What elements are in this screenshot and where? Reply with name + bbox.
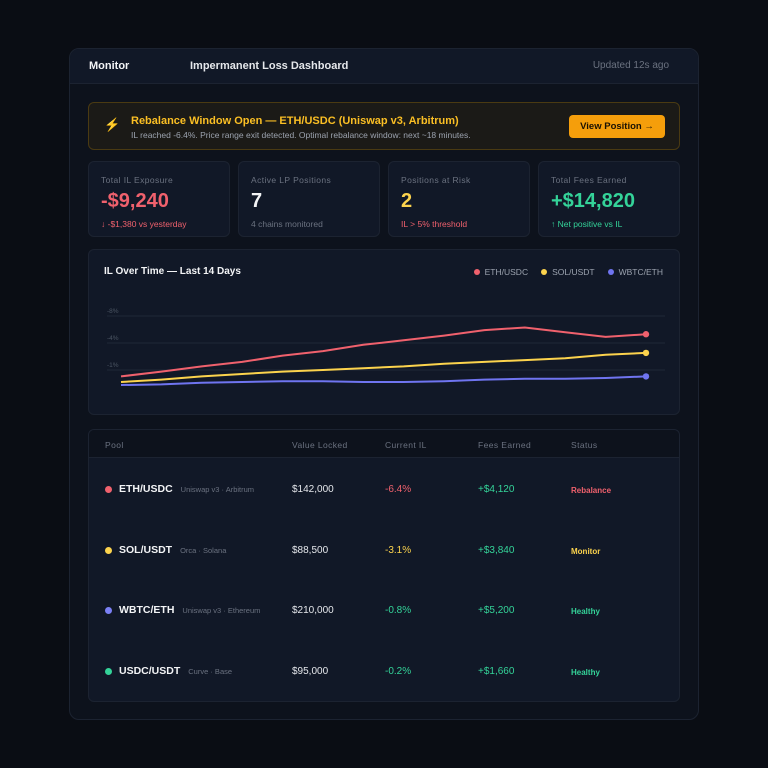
column-header[interactable]: Current IL bbox=[385, 440, 427, 450]
series-end-point bbox=[642, 331, 650, 338]
fees-earned: +$1,660 bbox=[478, 665, 515, 677]
table-header: Pool Value Locked Current IL Fees Earned Sta… bbox=[89, 430, 679, 458]
column-header[interactable]: Value Locked bbox=[292, 440, 348, 450]
series-line bbox=[120, 326, 647, 378]
pool-name: ETH/USDC Uniswap v3 · Arbitrum bbox=[119, 483, 254, 495]
series-line bbox=[120, 375, 647, 387]
column-header[interactable]: Fees Earned bbox=[478, 440, 532, 450]
kpi-card: Active LP Positions 7 4 chains monitored bbox=[238, 161, 380, 237]
alert-subtitle: IL reached -6.4%. Price range exit detec… bbox=[131, 130, 471, 140]
kpi-value: +$14,820 bbox=[551, 190, 635, 212]
legend-label: WBTC/ETH bbox=[618, 267, 663, 277]
pool-platform: Uniswap v3 · Arbitrum bbox=[180, 485, 255, 494]
updated-timestamp: Updated 12s ago bbox=[592, 60, 669, 71]
table-row[interactable]: USDC/USDT Curve · Base $95,000 -0.2% +$1,… bbox=[89, 642, 679, 702]
view-position-button[interactable]: View Position → bbox=[569, 115, 665, 138]
table-row[interactable]: WBTC/ETH Uniswap v3 · Ethereum $210,000 -… bbox=[89, 581, 679, 641]
pool-pair: USDC/USDT bbox=[119, 664, 181, 677]
pool-pair: WBTC/ETH bbox=[119, 604, 175, 616]
pool-platform: Curve · Base bbox=[188, 666, 233, 676]
pool-name: WBTC/ETH Uniswap v3 · Ethereum bbox=[119, 604, 260, 616]
pool-platform: Orca · Solana bbox=[180, 545, 227, 555]
table-row[interactable]: ETH/USDC Uniswap v3 · Arbitrum $142,000 -… bbox=[89, 460, 679, 520]
legend-dot bbox=[607, 269, 614, 275]
page-title: Impermanent Loss Dashboard bbox=[190, 60, 349, 72]
y-tick-label: -8% bbox=[107, 308, 119, 315]
pool-name: USDC/USDT Curve · Base bbox=[119, 665, 232, 677]
chart-plot: -8% -4% -1% bbox=[107, 308, 665, 387]
pool-color-dot bbox=[105, 607, 112, 614]
value-locked: $210,000 bbox=[292, 605, 334, 616]
pool-pair: SOL/USDT bbox=[119, 543, 173, 556]
pool-color-dot bbox=[105, 546, 112, 554]
chart-legend: ETH/USDC SOL/USDT WBTC/ETH bbox=[473, 267, 663, 277]
kpi-value: 2 bbox=[401, 190, 413, 212]
brand: Monitor bbox=[89, 60, 130, 72]
legend-item: SOL/USDT bbox=[541, 267, 595, 277]
series-line bbox=[120, 351, 647, 383]
current-il: -6.4% bbox=[385, 484, 412, 495]
pool-name: SOL/USDT Orca · Solana bbox=[119, 544, 226, 556]
kpi-value: 7 bbox=[251, 190, 263, 212]
current-il: -3.1% bbox=[385, 544, 412, 556]
legend-dot bbox=[473, 269, 480, 275]
kpi-card: Positions at Risk 2 IL > 5% threshold bbox=[388, 161, 530, 237]
y-tick-label: -1% bbox=[107, 362, 119, 369]
fees-earned: +$3,840 bbox=[478, 544, 515, 556]
il-chart: IL Over Time — Last 14 Days ETH/USDC SOL/… bbox=[88, 249, 680, 415]
chart-title: IL Over Time — Last 14 Days bbox=[104, 266, 241, 277]
lightning-icon: ⚡ bbox=[104, 117, 121, 132]
kpi-card: Total Fees Earned +$14,820 ↑ Net positiv… bbox=[538, 161, 680, 237]
kpi-note: ↓ -$1,380 vs yesterday bbox=[101, 219, 187, 229]
fees-earned: +$4,120 bbox=[478, 484, 515, 495]
column-header[interactable]: Status bbox=[571, 440, 598, 450]
column-header[interactable]: Pool bbox=[105, 440, 124, 450]
kpi-note: IL > 5% threshold bbox=[401, 219, 468, 229]
legend-dot bbox=[541, 269, 548, 275]
y-tick-label: -4% bbox=[107, 335, 119, 342]
pool-color-dot bbox=[105, 486, 112, 493]
legend-item: WBTC/ETH bbox=[607, 267, 663, 277]
status-badge: Healthy bbox=[571, 607, 600, 616]
pool-color-dot bbox=[105, 667, 112, 675]
kpi-note: 4 chains monitored bbox=[251, 219, 323, 229]
series-end-point bbox=[642, 373, 650, 380]
current-il: -0.2% bbox=[385, 665, 412, 677]
kpi-label: Total IL Exposure bbox=[101, 175, 174, 185]
rebalance-alert: ⚡ Rebalance Window Open — ETH/USDC (Unis… bbox=[88, 102, 680, 150]
table-row[interactable]: SOL/USDT Orca · Solana $88,500 -3.1% +$3,… bbox=[89, 521, 679, 581]
kpi-label: Total Fees Earned bbox=[551, 175, 627, 185]
kpi-card: Total IL Exposure -$9,240 ↓ -$1,380 vs y… bbox=[88, 161, 230, 237]
kpi-note: ↑ Net positive vs IL bbox=[551, 219, 623, 229]
legend-item: ETH/USDC bbox=[473, 267, 529, 277]
value-locked: $142,000 bbox=[292, 484, 334, 495]
alert-title: Rebalance Window Open — ETH/USDC (Uniswa… bbox=[131, 115, 459, 127]
value-locked: $88,500 bbox=[292, 544, 329, 556]
status-badge: Monitor bbox=[571, 546, 601, 556]
header: Monitor Impermanent Loss Dashboard Updat… bbox=[70, 49, 698, 84]
fees-earned: +$5,200 bbox=[478, 605, 515, 616]
pool-pair: ETH/USDC bbox=[119, 483, 173, 495]
current-il: -0.8% bbox=[385, 605, 412, 616]
kpi-label: Positions at Risk bbox=[401, 175, 471, 185]
series-end-point bbox=[642, 349, 650, 357]
status-badge: Rebalance bbox=[571, 486, 612, 495]
pool-platform: Uniswap v3 · Ethereum bbox=[182, 606, 261, 615]
kpi-label: Active LP Positions bbox=[251, 175, 332, 185]
pools-table: Pool Value Locked Current IL Fees Earned Sta… bbox=[88, 429, 680, 702]
kpi-value: -$9,240 bbox=[101, 190, 169, 212]
value-locked: $95,000 bbox=[292, 665, 329, 677]
legend-label: ETH/USDC bbox=[484, 267, 529, 277]
legend-label: SOL/USDT bbox=[552, 267, 595, 277]
dashboard-window: Monitor Impermanent Loss Dashboard Updat… bbox=[69, 48, 699, 720]
status-badge: Healthy bbox=[571, 667, 600, 677]
